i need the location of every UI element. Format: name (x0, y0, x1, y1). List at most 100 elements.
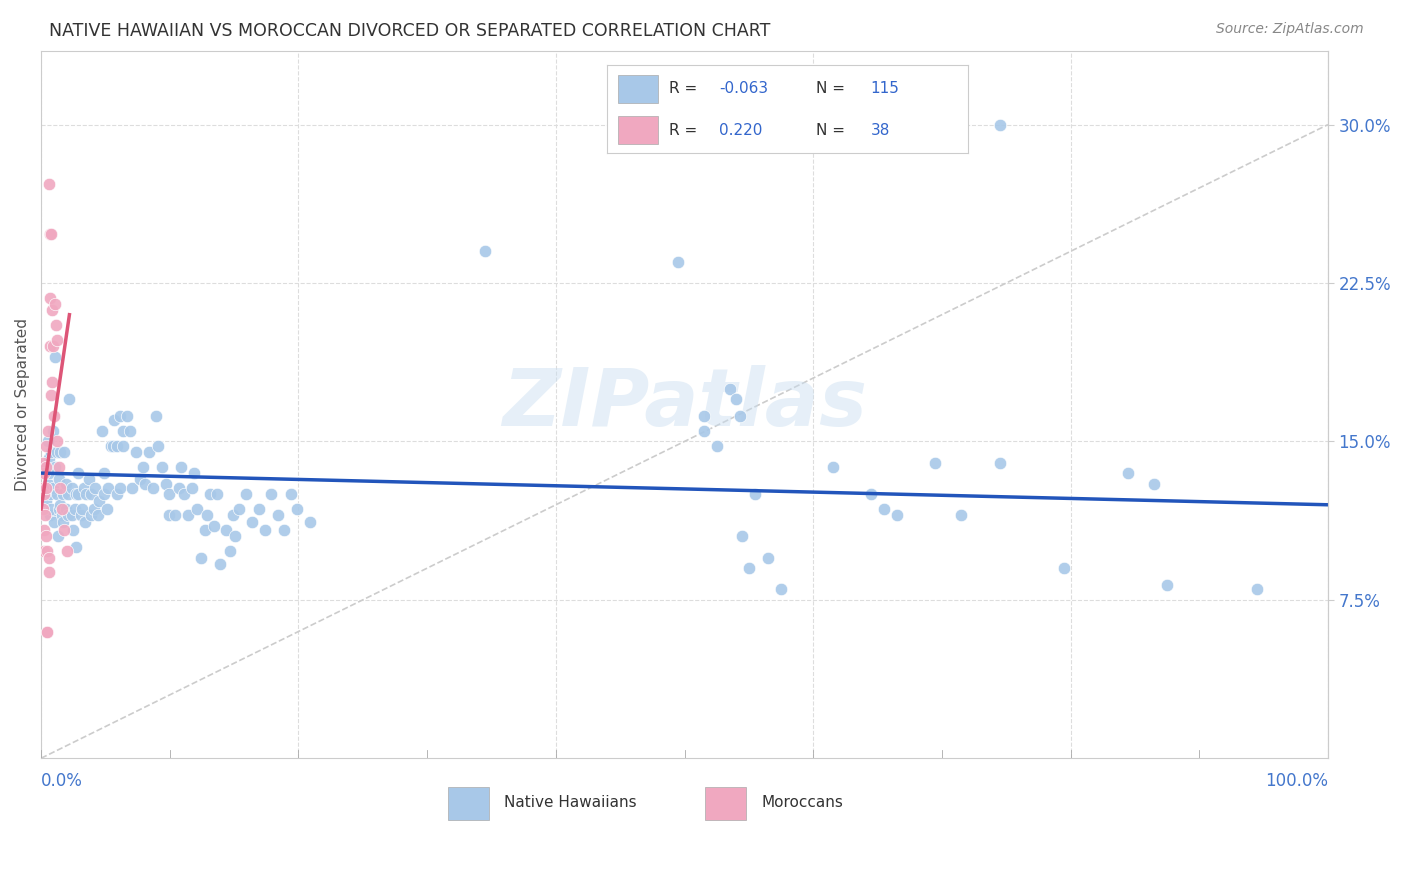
Point (731, 529, 754, 543)
Point (70, 508, 93, 523)
Point (38, 550, 60, 565)
Point (53, 445, 76, 459)
Point (666, 255, 689, 269)
Point (183, 466, 205, 480)
Point (67, 487, 90, 501)
Point (32, 523, 55, 537)
Point (1053, 561, 1076, 575)
Point (41, 502, 63, 516)
Point (299, 515, 322, 529)
Point (860, 487, 883, 501)
Point (100, 439, 122, 453)
Point (67, 466, 90, 480)
Point (49, 498, 72, 512)
Point (63, 502, 86, 516)
Point (39, 388, 62, 402)
Point (34, 487, 56, 501)
Point (145, 409, 167, 423)
Point (1156, 578, 1178, 592)
Point (101, 439, 124, 453)
Point (73, 515, 96, 529)
Point (202, 519, 225, 533)
Point (44, 297, 66, 311)
Point (45, 445, 67, 459)
Point (48, 472, 70, 486)
Point (44, 459, 66, 474)
Point (247, 502, 270, 516)
Point (950, 508, 973, 523)
Point (728, 409, 751, 423)
Point (53, 523, 76, 537)
Point (60, 508, 83, 523)
Point (41, 445, 63, 459)
Point (93, 466, 115, 480)
Point (150, 459, 173, 474)
Point (170, 459, 193, 474)
Point (32, 502, 55, 516)
Point (235, 487, 257, 501)
Point (988, 118, 1011, 132)
Point (34, 481, 56, 495)
Point (44, 350, 66, 364)
Point (744, 487, 766, 501)
Point (46, 434, 69, 449)
Point (39, 339, 62, 353)
Point (62, 523, 84, 537)
Point (253, 523, 276, 537)
Point (1118, 466, 1140, 480)
Point (155, 476, 177, 491)
Point (84, 481, 107, 495)
Point (56, 487, 79, 501)
Point (32, 466, 55, 480)
Point (180, 481, 202, 495)
Point (285, 502, 308, 516)
Point (103, 413, 125, 427)
Point (83, 502, 105, 516)
Point (693, 424, 716, 438)
Point (39, 508, 62, 523)
Point (49, 481, 72, 495)
Point (93, 487, 115, 501)
Point (42, 409, 65, 423)
Point (117, 409, 139, 423)
Point (138, 445, 160, 459)
Point (35, 459, 58, 474)
Point (738, 561, 761, 575)
Point (48, 459, 70, 474)
Point (35, 459, 58, 474)
Point (38, 227, 60, 242)
Point (118, 424, 141, 438)
Point (41, 481, 63, 495)
Point (34, 439, 56, 453)
Point (32, 456, 55, 470)
Point (46, 529, 69, 543)
Point (41, 376, 63, 390)
Y-axis label: Divorced or Separated: Divorced or Separated (15, 318, 30, 491)
Point (37, 434, 59, 449)
Point (112, 439, 135, 453)
Point (77, 472, 100, 486)
Point (132, 459, 155, 474)
Point (35, 624, 58, 639)
Point (193, 523, 215, 537)
Point (215, 523, 238, 537)
Point (190, 550, 212, 565)
Point (35, 493, 58, 508)
Point (121, 481, 143, 495)
Point (224, 529, 246, 543)
Point (55, 502, 77, 516)
Point (87, 508, 110, 523)
Point (718, 382, 741, 396)
Point (125, 445, 148, 459)
Point (80, 487, 103, 501)
Point (108, 481, 131, 495)
Point (45, 333, 67, 347)
Point (280, 487, 302, 501)
Point (97, 481, 120, 495)
Point (167, 481, 190, 495)
Point (55, 476, 77, 491)
Point (105, 439, 128, 453)
Point (724, 392, 747, 407)
Point (134, 476, 156, 491)
Text: 100.0%: 100.0% (1265, 772, 1327, 790)
